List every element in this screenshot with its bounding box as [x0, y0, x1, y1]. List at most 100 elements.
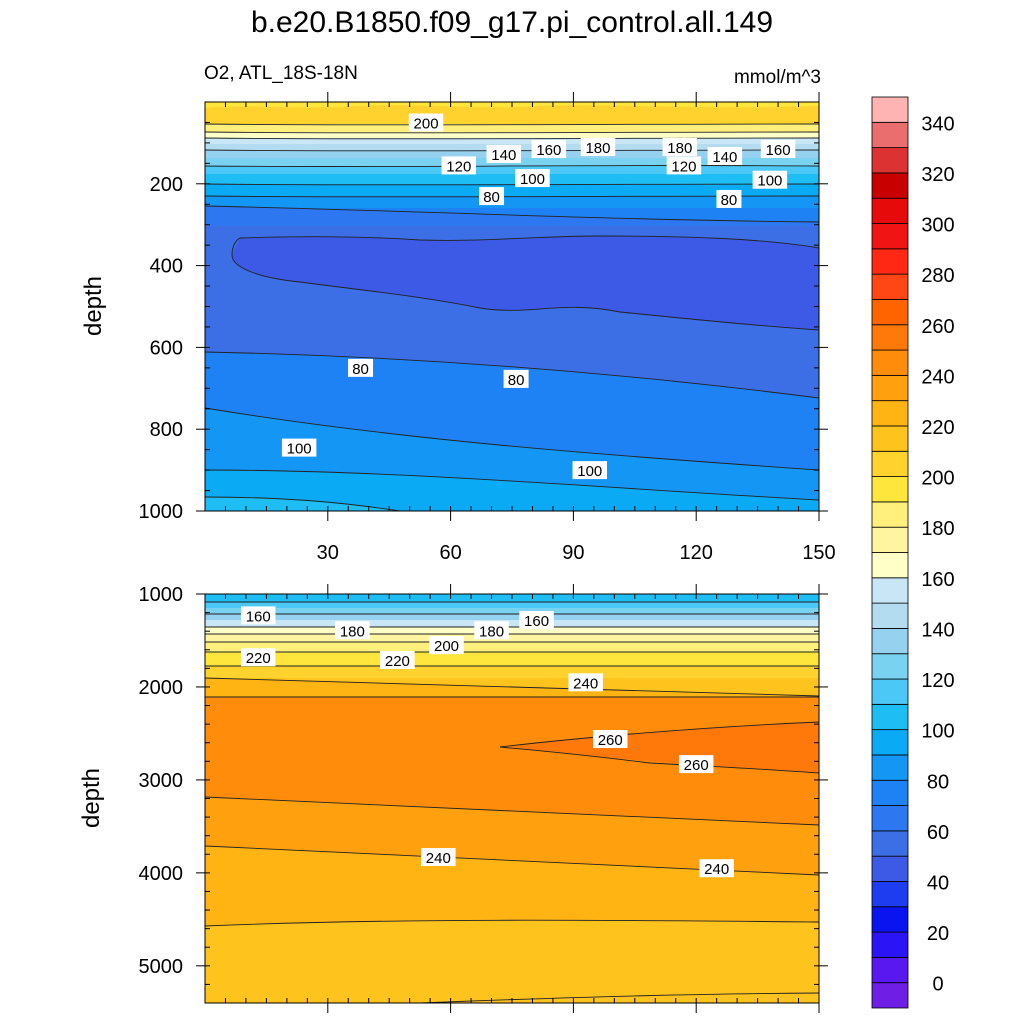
colorbar-label: 340 — [921, 113, 954, 135]
lower-panel: 1000 2000 3000 4000 5000 160 180 180 160 200 220 2… — [78, 584, 828, 1013]
contour-label: 220 — [246, 650, 271, 667]
contour-label-box — [760, 140, 796, 159]
upper-y-axis: 200 400 600 800 1000 — [139, 101, 828, 523]
contour-label-box — [568, 673, 603, 692]
colorbar-swatch — [871, 400, 909, 427]
contour-label-box — [429, 636, 464, 655]
contour-label: 140 — [712, 149, 737, 166]
colorbar-swatch — [871, 425, 909, 452]
colorbar-label: 320 — [921, 164, 954, 186]
y-tick-label: 600 — [150, 337, 183, 359]
upper-band-80 — [205, 352, 819, 470]
contour-label: 260 — [598, 732, 623, 749]
y-tick-label: 2000 — [139, 677, 184, 699]
y-tick-label: 3000 — [139, 770, 184, 792]
contour-label: 80 — [721, 192, 738, 209]
contour-label-box — [662, 137, 698, 156]
colorbar-label: 140 — [921, 619, 954, 641]
x-tick-label: 90 — [562, 542, 584, 564]
colorbar-swatch — [871, 982, 909, 1009]
colorbar — [871, 96, 909, 1009]
contour-label: 180 — [585, 140, 610, 157]
contour-label-box — [240, 648, 276, 667]
colorbar-label: 280 — [921, 265, 954, 287]
colorbar-swatch — [871, 602, 909, 629]
colorbar-swatch — [871, 273, 909, 300]
colorbar-label: 40 — [927, 872, 949, 894]
lower-band-250 — [205, 697, 819, 825]
colorbar-swatch — [871, 147, 909, 174]
contour-label: 180 — [667, 140, 692, 157]
colorbar-swatch — [871, 248, 909, 275]
colorbar-label: 220 — [921, 417, 954, 439]
colorbar-swatch — [871, 223, 909, 250]
lower-contour-labels: 160 180 180 160 200 220 220 240 260 260 240 240 — [240, 606, 734, 878]
contour-label: 100 — [577, 463, 602, 480]
upper-band-100 — [205, 470, 819, 511]
contour-label-box — [699, 859, 734, 878]
colorbar-swatch — [871, 324, 909, 351]
contour-label: 100 — [520, 171, 545, 188]
upper-contour-labels: 200 160 180 180 160 140 140 120 120 100 100 80 80 80 8… — [281, 113, 796, 480]
colorbar-swatch — [871, 450, 909, 477]
contour-label-box — [707, 146, 743, 165]
lower-x-axis — [224, 584, 820, 1013]
colorbar-swatch — [871, 830, 909, 857]
colorbar-swatch — [871, 678, 909, 705]
contour-label-box — [531, 140, 567, 159]
contour-label: 80 — [508, 372, 525, 389]
colorbar-swatch — [871, 121, 909, 149]
lower-band-260 — [500, 722, 819, 773]
contour-label: 100 — [757, 173, 782, 190]
y-tick-label: 400 — [150, 256, 183, 278]
contour-label-box — [515, 169, 550, 188]
colorbar-swatch — [871, 577, 909, 604]
y-tick-label: 5000 — [139, 956, 184, 978]
contour-label-box — [408, 113, 444, 132]
contour-label-box — [441, 156, 477, 175]
colorbar-label: 100 — [921, 721, 954, 743]
field-region-label: O2, ATL_18S-18N — [204, 63, 358, 84]
contour-label-box — [474, 621, 509, 640]
y-tick-label: 200 — [150, 174, 183, 196]
y-tick-label: 1000 — [139, 501, 184, 523]
contour-label-box — [592, 730, 628, 749]
colorbar-label: 240 — [921, 366, 954, 388]
contour-label: 160 — [524, 613, 549, 630]
contour-label: 180 — [340, 623, 365, 640]
colorbar-swatch — [871, 906, 909, 933]
chart-title: b.e20.B1850.f09_g17.pi_control.all.149 — [250, 6, 774, 39]
contour-label-box — [580, 137, 616, 156]
colorbar-swatch — [871, 552, 909, 579]
colorbar-labels: 0 20 40 60 80 100 120 140 160 180 200 220 240 260 280 3… — [921, 113, 954, 995]
contour-label-box — [335, 621, 370, 640]
colorbar-swatch — [871, 501, 909, 528]
colorbar-swatch — [871, 855, 909, 882]
colorbar-label: 160 — [921, 569, 954, 591]
x-tick-label: 60 — [439, 542, 461, 564]
colorbar-label: 20 — [927, 923, 949, 945]
units-label: mmol/m^3 — [733, 67, 821, 88]
lower-y-axis: 1000 2000 3000 4000 5000 — [139, 584, 828, 1004]
colorbar-swatch — [871, 197, 909, 224]
colorbar-swatch — [871, 476, 909, 503]
x-tick-label: 150 — [802, 542, 835, 564]
contour-label-box — [479, 187, 505, 206]
contour-label: 240 — [573, 675, 598, 692]
colorbar-swatch — [871, 931, 909, 958]
colorbar-swatch — [871, 956, 909, 984]
contour-label: 140 — [491, 147, 516, 164]
contour-label-box — [572, 461, 608, 480]
contour-label: 80 — [483, 189, 500, 206]
colorbar-label: 120 — [921, 670, 954, 692]
colorbar-label: 0 — [932, 974, 943, 996]
lower-ylabel: depth — [78, 768, 105, 828]
contour-label-box — [380, 650, 415, 669]
contour-label-box — [240, 606, 276, 625]
colorbar-swatch — [871, 349, 909, 376]
colorbar-swatch — [871, 299, 909, 326]
contour-label: 240 — [704, 861, 729, 878]
contour-label-box — [281, 438, 317, 457]
contour-label-box — [678, 755, 714, 774]
